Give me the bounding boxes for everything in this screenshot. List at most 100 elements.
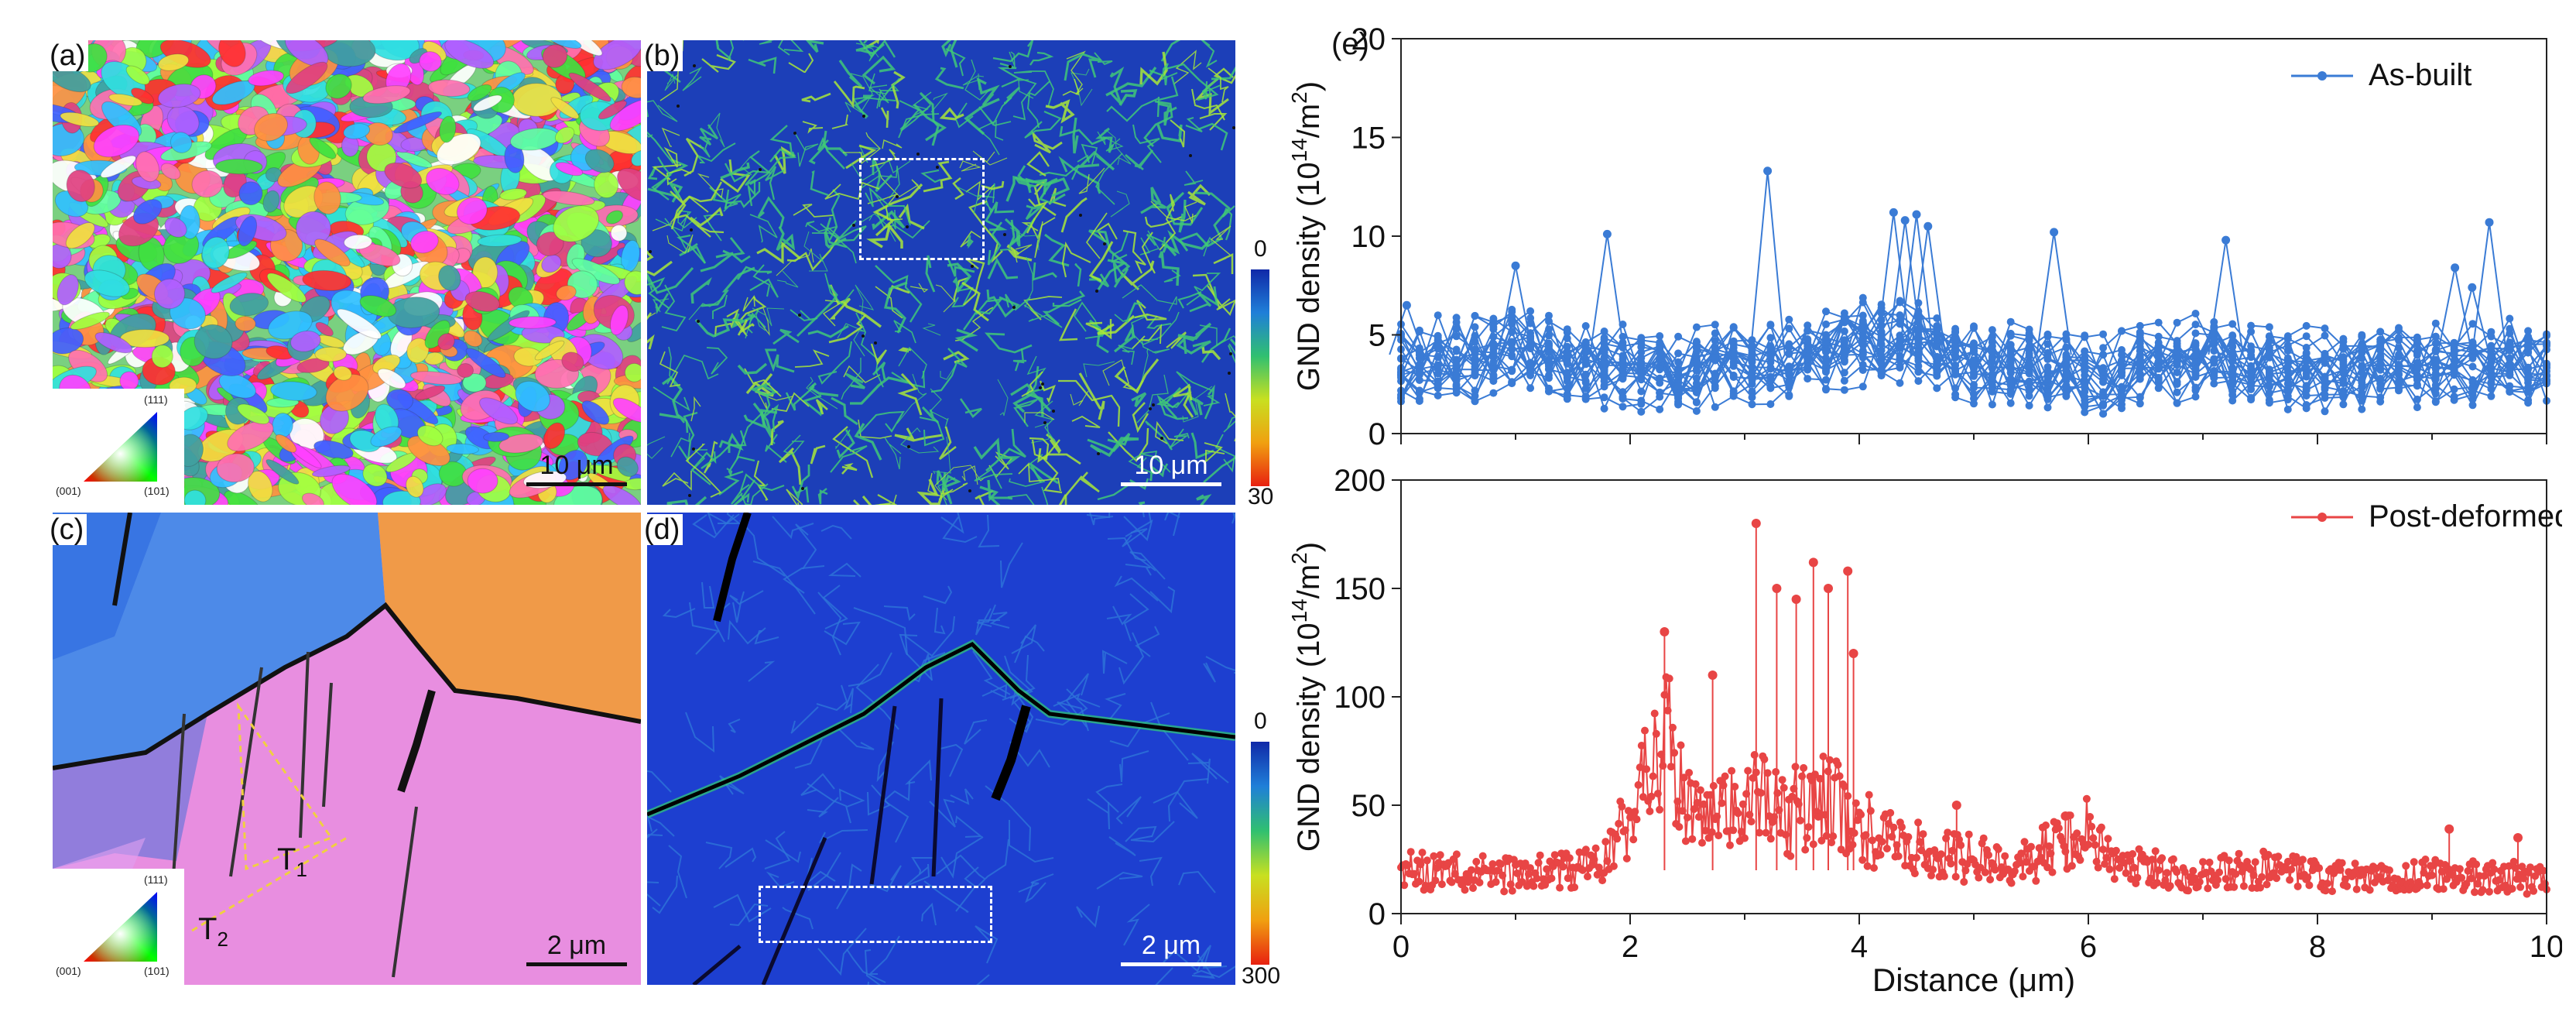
dislocation-cell-wall: [1173, 383, 1194, 418]
x-tick-label: 4: [1851, 930, 1868, 964]
grain: [593, 40, 641, 70]
dislocation-cell-wall: [1204, 384, 1215, 420]
dislocation-cell-wall: [1062, 78, 1079, 96]
post-deformed-point: [1876, 851, 1885, 859]
dislocation-cell-wall: [776, 226, 796, 252]
as-built-point: [2191, 351, 2200, 359]
as-built-point: [2136, 359, 2144, 368]
post-deformed-peak-point: [1824, 584, 1833, 593]
grain: [270, 381, 317, 401]
grain: [235, 316, 256, 332]
as-built-point: [2228, 342, 2237, 351]
dislocation-cell-wall: [1097, 478, 1149, 501]
post-deformed-point: [1556, 883, 1564, 892]
substructure-line: [981, 684, 1008, 699]
post-deformed-point: [1766, 835, 1775, 843]
as-built-point: [1858, 293, 1867, 302]
post-deformed-point: [1898, 823, 1906, 832]
as-built-point: [1748, 393, 1756, 402]
as-built-point: [2210, 355, 2218, 363]
dislocation-cell-wall: [884, 281, 908, 334]
gnd-density-map-b: [647, 40, 1235, 505]
substructure-line: [876, 741, 894, 783]
grain: [406, 338, 430, 364]
post-deformed-point: [2472, 860, 2481, 869]
dislocation-cell-wall: [959, 398, 982, 418]
as-built-point: [1711, 321, 1719, 329]
dislocation-cell-wall: [843, 365, 881, 383]
post-deformed-point: [1698, 839, 1706, 847]
legend-marker: [2317, 513, 2327, 522]
grain: [157, 84, 201, 108]
dislocation-cell-wall: [759, 40, 774, 45]
as-built-point: [1545, 325, 1553, 334]
as-built-point: [1471, 372, 1479, 380]
dislocation-cell-wall: [770, 420, 784, 446]
dislocation-cell-wall: [992, 40, 1034, 63]
substructure-line: [807, 797, 839, 818]
plot-frame: [1400, 479, 2547, 914]
as-built-point: [2228, 387, 2237, 396]
grain: [543, 422, 566, 449]
scale-bar-d: 2 μm: [1121, 931, 1221, 966]
grain: [419, 51, 442, 72]
as-built-point: [2191, 310, 2200, 317]
as-built-point: [1711, 337, 1719, 345]
substructure-line: [1194, 945, 1228, 969]
pore: [906, 225, 909, 228]
dislocation-cell-wall: [1173, 50, 1202, 85]
as-built-point: [2487, 379, 2496, 388]
as-built-point: [1600, 366, 1608, 375]
as-built-point: [2247, 346, 2256, 355]
dislocation-cell-wall: [1134, 300, 1167, 321]
post-deformed-point: [1796, 816, 1804, 825]
post-deformed-point: [2016, 859, 2024, 867]
dislocation-cell-wall: [802, 121, 824, 134]
post-deformed-point: [2478, 886, 2487, 894]
dislocation-cell-wall: [1025, 204, 1043, 221]
post-deformed-point: [1947, 859, 1955, 868]
as-built-point: [2099, 351, 2108, 359]
post-deformed-point: [1914, 818, 1923, 827]
as-built-point: [1452, 360, 1461, 369]
as-built-point: [2413, 335, 2421, 344]
as-built-point: [1563, 334, 1571, 342]
post-deformed-point: [1862, 831, 1870, 839]
grain: [561, 352, 584, 372]
post-deformed-peak-point: [1660, 627, 1670, 636]
as-built-point: [1877, 335, 1886, 344]
twin-trace-t2: [191, 836, 348, 932]
crack: [112, 513, 132, 606]
as-built-point: [2265, 376, 2273, 384]
panel-label-b: (b): [641, 40, 683, 71]
dislocation-cell-wall: [1169, 428, 1190, 449]
grain: [313, 440, 354, 460]
substructure-line: [689, 602, 720, 655]
as-built-point: [1766, 321, 1775, 330]
grain: [201, 236, 230, 269]
post-deformed-point: [1942, 834, 1951, 842]
post-deformed-point: [1693, 798, 1701, 807]
dislocation-cell-wall: [718, 432, 744, 453]
grain: [415, 385, 446, 400]
dislocation-cell-wall: [934, 465, 986, 501]
post-deformed-point: [1817, 836, 1826, 845]
dislocation-cell-wall: [808, 130, 827, 165]
dislocation-cell-wall: [742, 294, 755, 312]
as-built-point: [2395, 361, 2403, 369]
post-deformed-point: [2471, 888, 2478, 897]
post-deformed-point: [1615, 819, 1623, 828]
post-deformed-point: [1798, 772, 1806, 780]
substructure-line: [867, 784, 891, 816]
post-deformed-point: [1688, 835, 1697, 843]
grain: [382, 490, 421, 505]
post-deformed-point: [1684, 813, 1691, 821]
as-built-point: [2450, 349, 2458, 358]
post-deformed-point: [2169, 855, 2177, 863]
as-built-point: [1545, 374, 1553, 382]
post-deformed-peak-point: [2513, 833, 2523, 842]
grain: [84, 269, 130, 297]
as-built-point: [2099, 378, 2108, 386]
grain: [309, 137, 337, 159]
post-deformed-point: [2166, 882, 2174, 890]
